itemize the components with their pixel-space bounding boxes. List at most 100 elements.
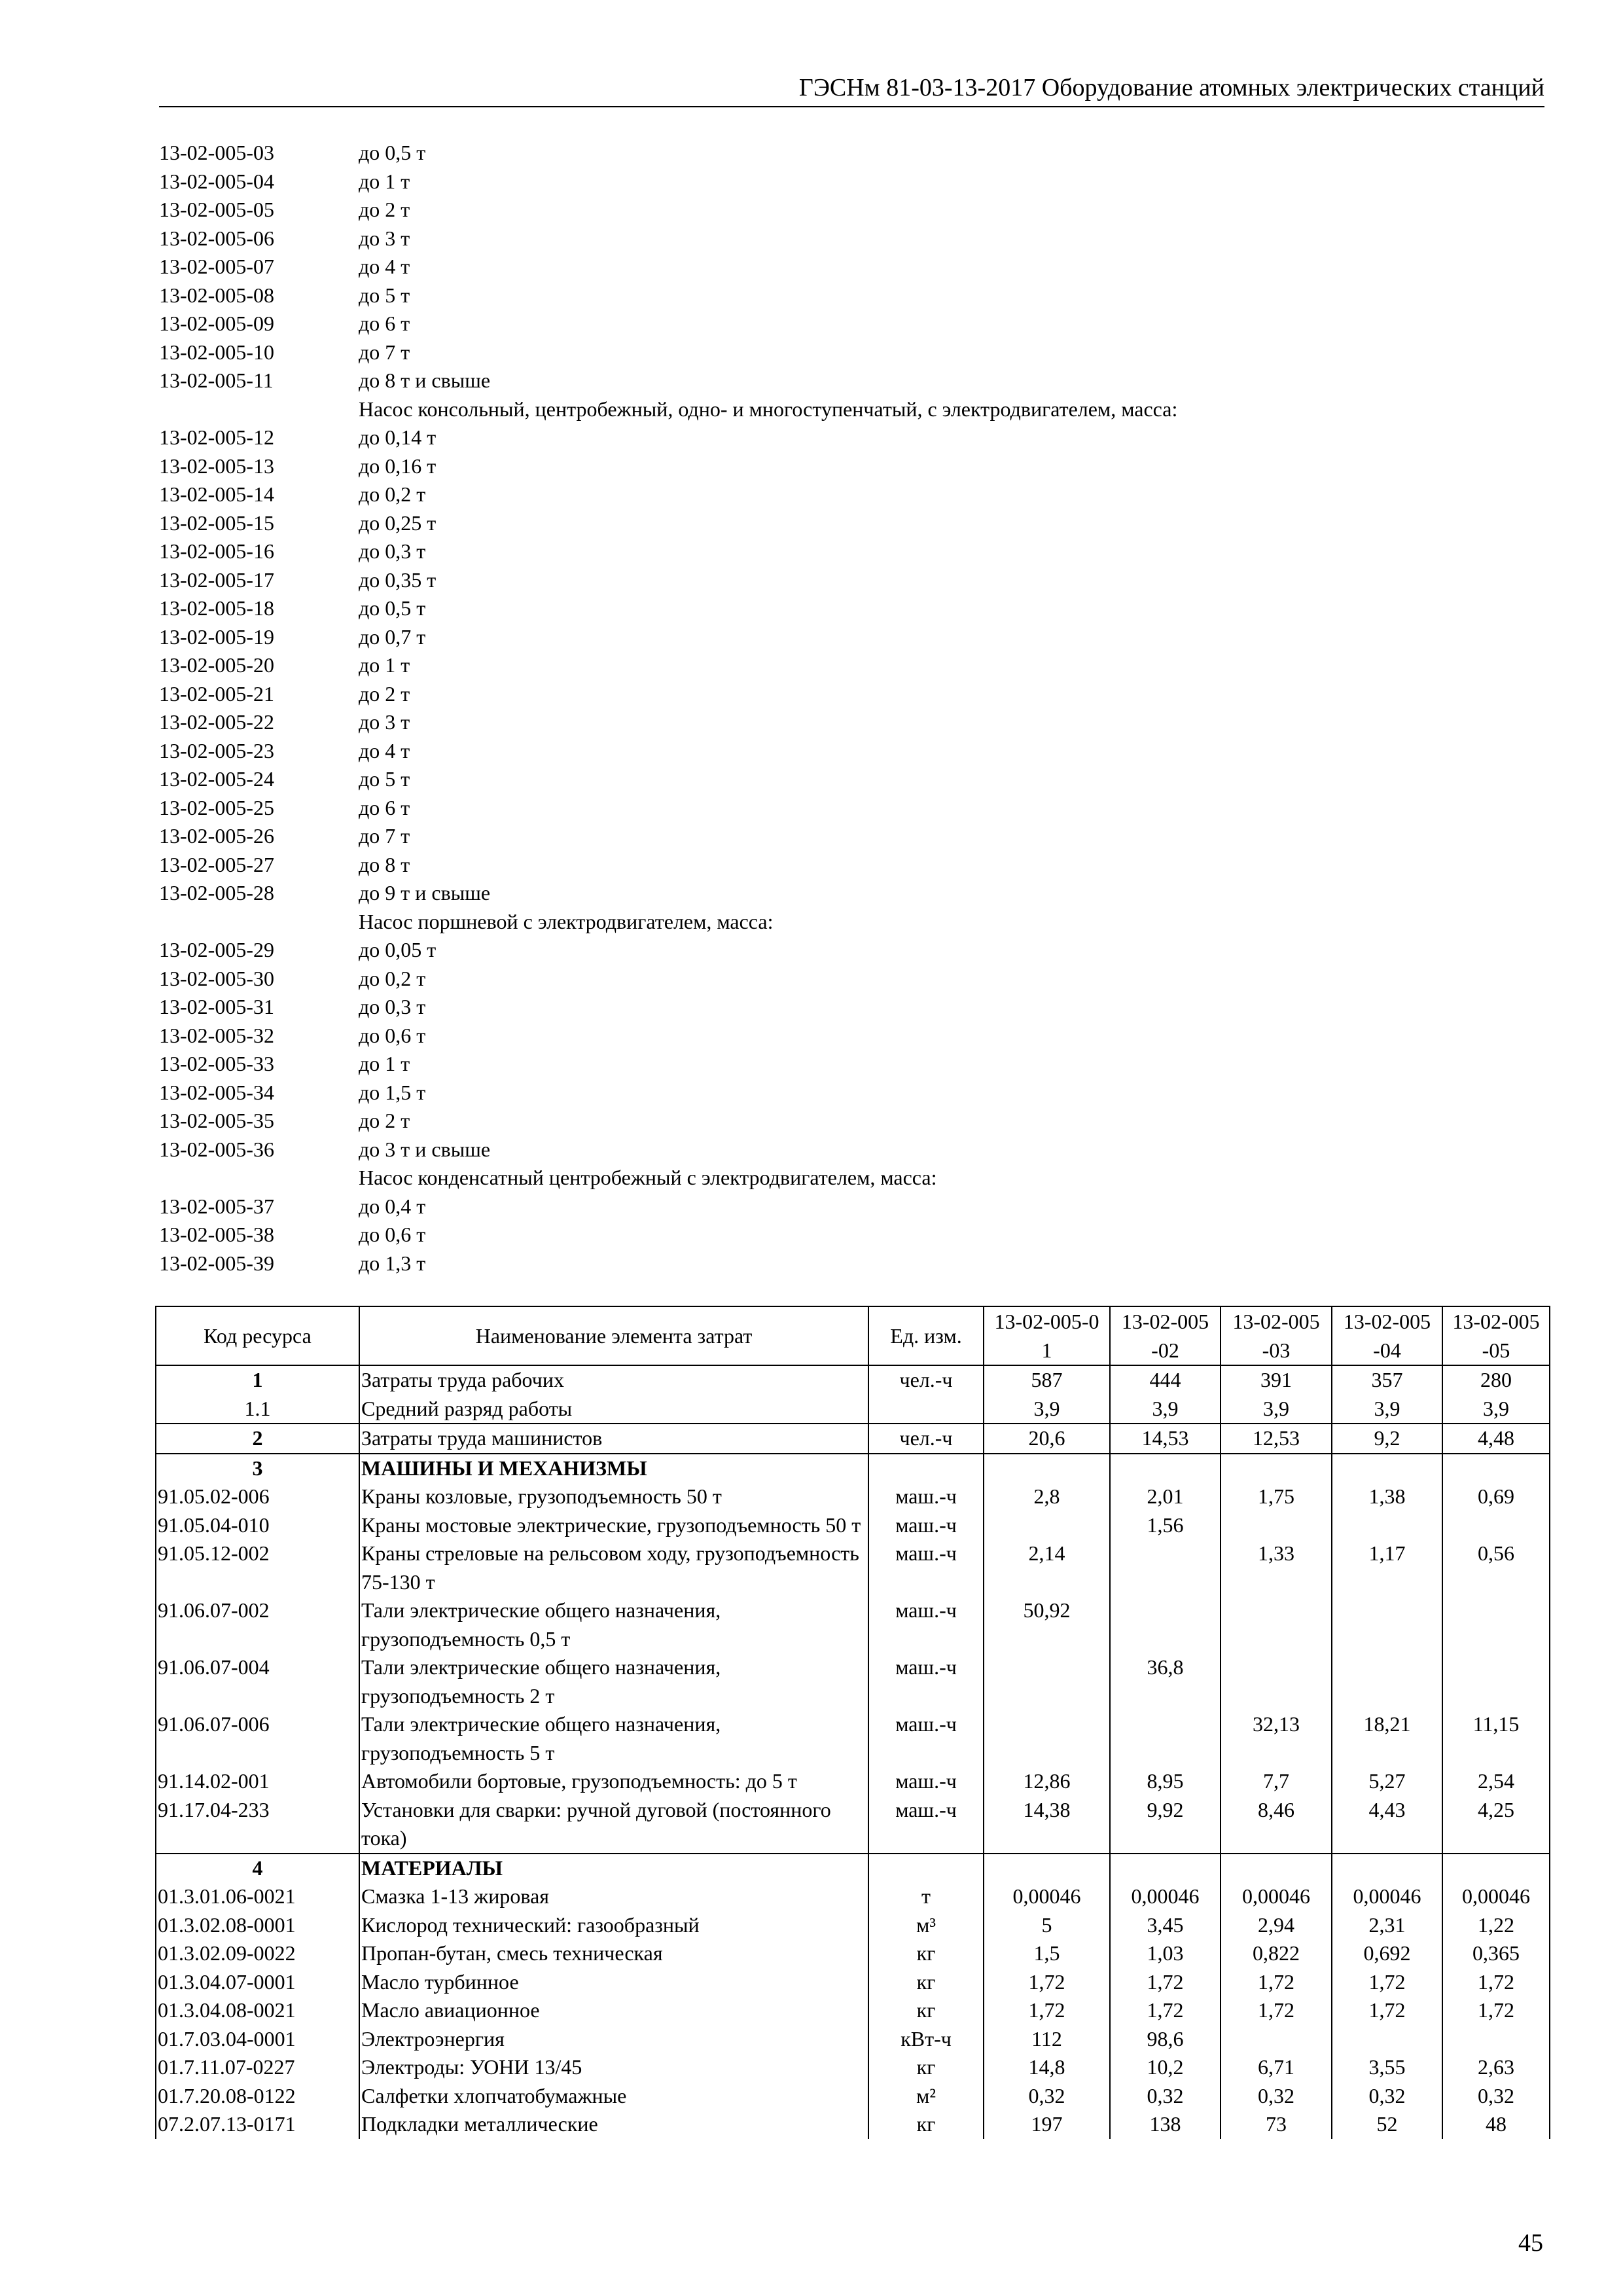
value-cell: 391 xyxy=(1220,1365,1332,1395)
resource-name: Салфетки хлопчатобумажные xyxy=(359,2081,869,2110)
resource-name: Подкладки металлические xyxy=(359,2110,869,2139)
list-item: 13-02-005-04 до 1 т xyxy=(159,168,1533,196)
list-item: 13-02-005-25 до 6 т xyxy=(159,794,1533,823)
resource-code: 3 xyxy=(155,1452,360,1482)
resource-code: 91.14.02-001 xyxy=(155,1767,360,1796)
table-row: 01.3.04.07-0001 Масло турбинное кг 1,72 1,72… xyxy=(155,1967,1550,1996)
item-code: 13-02-005-24 xyxy=(159,767,274,791)
item-description: до 0,2 т xyxy=(359,966,426,990)
list-item: 13-02-005-32 до 0,6 т xyxy=(159,1022,1533,1050)
value-cell: 138 xyxy=(1109,2110,1221,2139)
unit: маш.-ч xyxy=(868,1482,984,1511)
resource-code: 01.3.04.07-0001 xyxy=(155,1967,360,1996)
value-cell: 1,72 xyxy=(1331,1996,1443,2025)
item-description: до 0,05 т xyxy=(359,938,437,961)
table-row: 91.17.04-233 Установки для сварки: ручной… xyxy=(155,1795,1550,1854)
resource-name: Краны козловые, грузоподъемность 50 т xyxy=(359,1482,869,1511)
value-cell xyxy=(1442,1452,1550,1482)
table-group: 4 МАТЕРИАЛЫ 01.3.01.06-0021 Смазка 1-13 жир… xyxy=(155,1852,1550,2139)
table-row: 91.06.07-004 Тали электрические общего на… xyxy=(155,1653,1550,1710)
value-cell: 0,00046 xyxy=(1442,1882,1550,1911)
resource-name: Кислород технический: газообразный xyxy=(359,1910,869,1939)
item-description: до 7 т xyxy=(359,824,410,848)
running-header: ГЭСНм 81-03-13-2017 Оборудование атомных… xyxy=(159,73,1544,107)
column-header: 13-02-005-04 xyxy=(1331,1306,1443,1366)
unit: маш.-ч xyxy=(868,1511,984,1539)
item-description: до 8 т и свыше xyxy=(359,368,491,392)
value-cell: 0,692 xyxy=(1331,1939,1443,1968)
value-cell: 1,72 xyxy=(1109,1996,1221,2025)
list-item: 13-02-005-27 до 8 т xyxy=(159,851,1533,880)
value-cell: 1,72 xyxy=(1220,1996,1332,2025)
value-cell xyxy=(1220,1653,1332,1710)
list-item: 13-02-005-12 до 0,14 т xyxy=(159,423,1533,452)
list-item: 13-02-005-35 до 2 т xyxy=(159,1107,1533,1136)
value-cell: 7,7 xyxy=(1220,1767,1332,1796)
value-cell: 4,43 xyxy=(1331,1795,1443,1854)
resource-name: Автомобили бортовые, грузоподъемность: д… xyxy=(359,1767,869,1796)
value-cell: 3,9 xyxy=(1109,1394,1221,1424)
list-item: 13-02-005-11 до 8 т и свыше xyxy=(159,367,1533,395)
value-cell: 14,53 xyxy=(1109,1423,1221,1454)
item-description: до 0,5 т xyxy=(359,141,426,164)
value-cell xyxy=(1109,1852,1221,1882)
item-code: 13-02-005-05 xyxy=(159,198,274,221)
resource-name: Тали электрические общего назначения, гр… xyxy=(359,1653,869,1710)
table-header-row: Код ресурса Наименование элемента затрат Е… xyxy=(155,1306,1550,1366)
unit xyxy=(868,1852,984,1882)
item-code: 13-02-005-16 xyxy=(159,539,274,563)
item-description: до 6 т xyxy=(359,312,410,335)
item-code: 13-02-005-37 xyxy=(159,1194,274,1218)
unit: кг xyxy=(868,2110,984,2139)
item-description: до 4 т xyxy=(359,738,410,762)
resource-code: 01.7.20.08-0122 xyxy=(155,2081,360,2110)
unit: маш.-ч xyxy=(868,1767,984,1796)
item-description: до 0,5 т xyxy=(359,596,426,620)
item-code: 13-02-005-09 xyxy=(159,312,274,335)
resource-name: Затраты труда рабочих xyxy=(359,1365,869,1395)
item-description: до 8 т xyxy=(359,852,410,876)
item-code: 13-02-005-21 xyxy=(159,681,274,706)
item-description: до 0,3 т xyxy=(359,995,426,1018)
value-cell: 0,32 xyxy=(1109,2081,1221,2110)
value-cell: 98,6 xyxy=(1109,2024,1221,2053)
item-description: до 0,4 т xyxy=(359,1194,426,1218)
value-cell: 14,8 xyxy=(983,2053,1111,2082)
table-row: 01.3.02.08-0001 Кислород технический: газ… xyxy=(155,1910,1550,1939)
item-description: до 1,3 т xyxy=(359,1251,426,1275)
value-cell: 18,21 xyxy=(1331,1710,1443,1767)
list-item: 13-02-005-29 до 0,05 т xyxy=(159,936,1533,965)
value-cell xyxy=(1109,1452,1221,1482)
value-cell xyxy=(1331,1596,1443,1653)
resource-code: 4 xyxy=(155,1852,360,1882)
item-description: до 1 т xyxy=(359,1052,410,1075)
resource-name: Смазка 1-13 жировая xyxy=(359,1882,869,1911)
value-cell: 0,32 xyxy=(983,2081,1111,2110)
item-description: до 2 т xyxy=(359,1109,410,1132)
item-description: до 3 т xyxy=(359,226,410,250)
value-cell: 1,33 xyxy=(1220,1539,1332,1596)
column-header: 13-02-005-05 xyxy=(1442,1306,1550,1366)
list-item: Насос консольный, центробежный, одно- и … xyxy=(159,395,1533,424)
resource-code: 91.05.04-010 xyxy=(155,1511,360,1539)
resource-code: 01.3.04.08-0021 xyxy=(155,1996,360,2025)
table-row: 01.7.20.08-0122 Салфетки хлопчатобумажные… xyxy=(155,2081,1550,2110)
value-cell xyxy=(1442,1852,1550,1882)
value-cell: 3,9 xyxy=(1220,1394,1332,1424)
resource-name: Затраты труда машинистов xyxy=(359,1423,869,1454)
item-code: 13-02-005-03 xyxy=(159,141,274,164)
value-cell: 2,31 xyxy=(1331,1910,1443,1939)
value-cell xyxy=(983,1710,1111,1767)
value-cell xyxy=(1331,2024,1443,2053)
value-cell: 14,38 xyxy=(983,1795,1111,1854)
list-item: 13-02-005-14 до 0,2 т xyxy=(159,480,1533,509)
table-group: 2 Затраты труда машинистов чел.-ч 20,6 14,53… xyxy=(155,1423,1550,1454)
item-description: до 0,3 т xyxy=(359,539,426,563)
table-row: 2 Затраты труда машинистов чел.-ч 20,6 14,53… xyxy=(155,1423,1550,1454)
value-cell: 1,72 xyxy=(983,1996,1111,2025)
page-number: 45 xyxy=(1518,2229,1543,2257)
resource-code: 1.1 xyxy=(155,1394,360,1424)
value-cell: 2,54 xyxy=(1442,1767,1550,1796)
value-cell: 3,9 xyxy=(1331,1394,1443,1424)
value-cell: 32,13 xyxy=(1220,1710,1332,1767)
